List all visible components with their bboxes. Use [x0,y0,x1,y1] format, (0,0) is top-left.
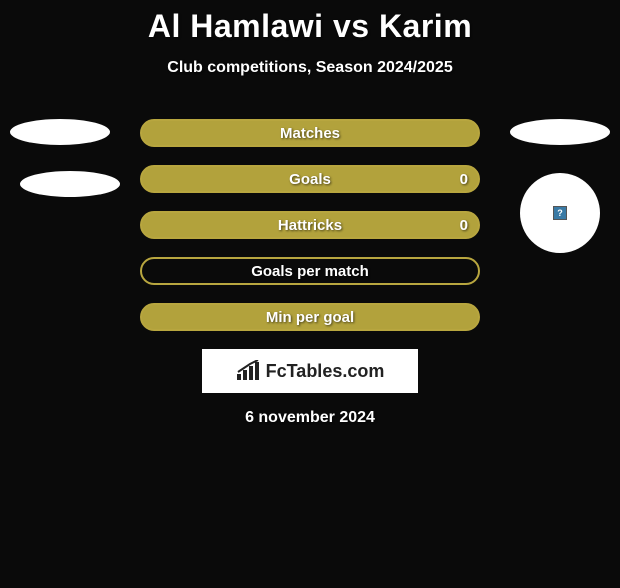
stat-bar-hattricks: Hattricks 0 [140,211,480,239]
stats-area: ? Matches Goals 0 Hattricks 0 Goals per … [0,119,620,331]
page-title: Al Hamlawi vs Karim [0,8,620,45]
date-label: 6 november 2024 [0,409,620,427]
page-subtitle: Club competitions, Season 2024/2025 [0,59,620,77]
stat-label: Min per goal [266,309,354,326]
stat-row: Hattricks 0 [0,211,620,239]
stat-bar-matches: Matches [140,119,480,147]
stat-label: Hattricks [278,217,342,234]
stat-bar-goals-per-match: Goals per match [140,257,480,285]
stat-row: Matches [0,119,620,147]
stat-value: 0 [460,171,468,188]
stat-value: 0 [460,217,468,234]
stat-row: Goals 0 [0,165,620,193]
stat-row: Goals per match [0,257,620,285]
brand-chart-icon [236,360,262,382]
brand-badge: FcTables.com [202,349,418,393]
stat-bar-goals: Goals 0 [140,165,480,193]
stat-label: Matches [280,125,340,142]
stat-label: Goals [289,171,331,188]
brand-text: FcTables.com [266,361,385,382]
stat-bar-min-per-goal: Min per goal [140,303,480,331]
stat-label: Goals per match [251,263,369,280]
stat-row: Min per goal [0,303,620,331]
